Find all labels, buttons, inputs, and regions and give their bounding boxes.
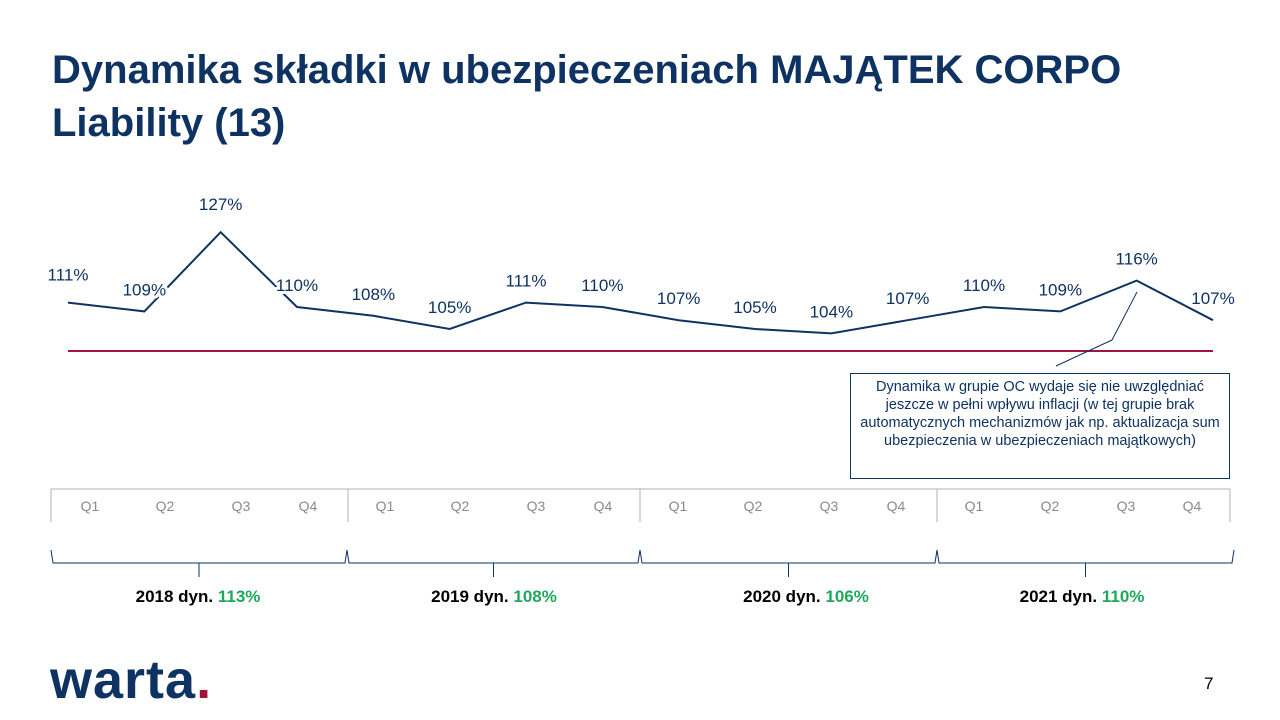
data-label: 116% — [1116, 250, 1158, 269]
year-text: 2019 dyn. — [431, 587, 509, 606]
logo-dot: . — [196, 650, 213, 710]
data-label: 111% — [506, 272, 547, 291]
series-line — [67, 230, 1214, 335]
logo-text: warta — [50, 650, 197, 710]
x-tick-label: Q4 — [594, 498, 613, 514]
x-tick-label: Q2 — [156, 498, 175, 514]
warta-logo: warta. — [50, 650, 212, 710]
data-label: 110% — [276, 276, 318, 295]
annotation-callout: Dynamika w grupie OC wydaje się nie uwzg… — [850, 373, 1230, 479]
x-tick-label: Q2 — [1041, 498, 1060, 514]
year-label-2018: 2018 dyn. 113% — [48, 587, 348, 607]
data-label: 108% — [352, 285, 395, 304]
data-label: 104% — [810, 302, 853, 321]
x-tick-label: Q3 — [820, 498, 839, 514]
year-label-2020: 2020 dyn. 106% — [656, 587, 956, 607]
data-label: 107% — [1191, 289, 1234, 308]
x-tick-label: Q4 — [299, 498, 318, 514]
x-tick-label: Q1 — [81, 498, 100, 514]
year-label-2021: 2021 dyn. 110% — [932, 587, 1232, 607]
page-number: 7 — [1204, 674, 1214, 693]
year-text: 2018 dyn. — [135, 587, 214, 606]
year-brace — [50, 549, 348, 577]
year-brace — [346, 549, 641, 577]
year-dynamics: 106% — [825, 587, 869, 606]
x-tick-label: Q4 — [1183, 498, 1202, 514]
data-label: 111% — [48, 266, 89, 285]
x-tick-label: Q1 — [965, 498, 984, 514]
data-label: 127% — [199, 195, 242, 214]
year-text: 2020 dyn. — [743, 587, 821, 606]
year-dynamics: 113% — [217, 587, 261, 606]
x-tick-label: Q3 — [232, 498, 251, 514]
x-tick-label: Q1 — [376, 498, 395, 514]
data-label: 107% — [886, 289, 929, 308]
x-tick-label: Q4 — [887, 498, 906, 514]
x-tick-label: Q2 — [744, 498, 763, 514]
data-label: 110% — [581, 276, 623, 295]
data-label: 105% — [733, 298, 776, 317]
year-text: 2021 dyn. — [1019, 587, 1098, 606]
year-brace — [936, 549, 1235, 577]
year-dynamics: 110% — [1101, 587, 1145, 606]
x-tick-label: Q1 — [669, 498, 688, 514]
data-label: 105% — [428, 298, 471, 317]
x-tick-label: Q3 — [527, 498, 546, 514]
year-brace — [639, 549, 938, 577]
callout-pointer — [1055, 339, 1113, 367]
x-tick-label: Q3 — [1117, 498, 1136, 514]
year-label-2019: 2019 dyn. 108% — [344, 587, 644, 607]
data-label: 107% — [657, 289, 700, 308]
page-title: Dynamika składki w ubezpieczeniach MAJĄT… — [52, 48, 1122, 145]
data-label: 110% — [963, 276, 1005, 295]
x-tick-label: Q2 — [451, 498, 470, 514]
data-label: 109% — [1039, 280, 1082, 299]
year-dynamics: 108% — [513, 587, 557, 606]
callout-pointer — [1111, 291, 1138, 341]
data-label: 109% — [123, 280, 166, 299]
